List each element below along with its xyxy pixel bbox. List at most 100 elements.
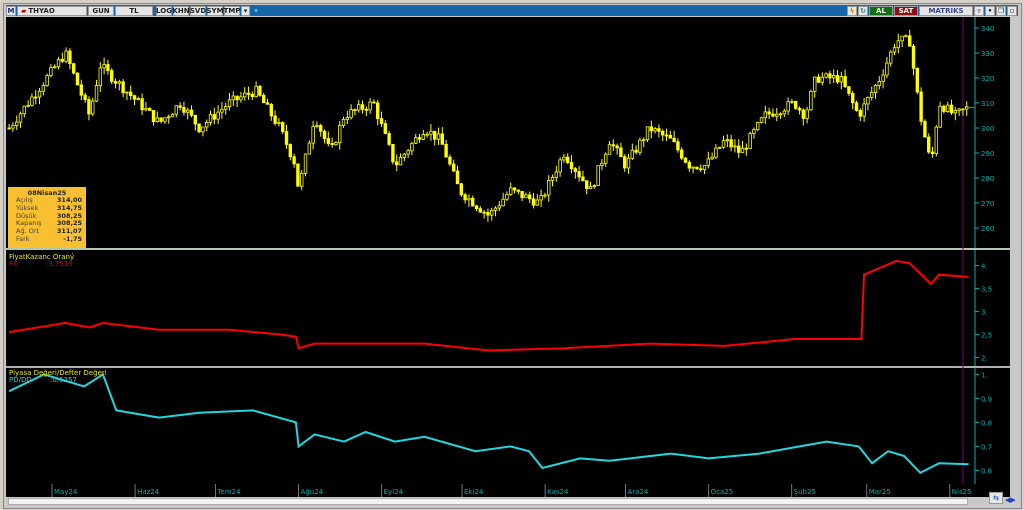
candle bbox=[493, 206, 498, 217]
candle bbox=[319, 123, 323, 137]
sell-button[interactable]: SAT bbox=[894, 5, 918, 16]
candle bbox=[702, 164, 707, 175]
candle bbox=[900, 35, 904, 48]
candle bbox=[691, 166, 695, 174]
y-tick-label: 1. bbox=[981, 371, 988, 379]
candle bbox=[330, 137, 334, 148]
candle bbox=[820, 72, 825, 86]
candle bbox=[957, 108, 961, 116]
candle bbox=[197, 123, 201, 134]
candle bbox=[938, 101, 942, 129]
chart-area[interactable]: 260 270 280 290 300 310 320 330 340 2. 2,5 3. 3,5 4. 0… bbox=[6, 17, 1018, 497]
candle bbox=[269, 102, 274, 121]
buy-button[interactable]: AL bbox=[869, 5, 893, 16]
candle bbox=[345, 110, 350, 125]
candle bbox=[212, 107, 217, 125]
candle bbox=[843, 69, 847, 89]
candle bbox=[186, 107, 190, 120]
candle bbox=[94, 79, 99, 103]
minimize-icon[interactable]: ▿ bbox=[974, 5, 984, 16]
candle bbox=[448, 154, 452, 167]
candle bbox=[512, 187, 517, 194]
candle bbox=[740, 140, 745, 153]
candle bbox=[649, 120, 654, 139]
candle bbox=[11, 122, 15, 132]
candle bbox=[201, 126, 205, 137]
candle bbox=[231, 91, 236, 107]
horizontal-scrollbar[interactable] bbox=[8, 498, 968, 505]
candle bbox=[539, 189, 543, 207]
candle bbox=[436, 127, 441, 145]
symbol-field[interactable]: ▰ THYAO bbox=[17, 5, 87, 16]
sync-icon[interactable]: ⇆ bbox=[989, 492, 1003, 504]
panel-background bbox=[6, 17, 1010, 248]
info-row: Kapanış 308,25 bbox=[8, 220, 86, 228]
period-button[interactable]: GUN bbox=[88, 5, 114, 16]
candle bbox=[482, 209, 486, 219]
candle bbox=[368, 98, 372, 114]
close-icon[interactable]: ▫ bbox=[1007, 5, 1017, 16]
candle bbox=[911, 43, 916, 76]
candle bbox=[144, 101, 148, 112]
candle bbox=[885, 56, 889, 79]
info-label: Düşük bbox=[16, 211, 37, 220]
candle bbox=[934, 125, 939, 157]
scroll-arrows-icon[interactable]: ◀▶ bbox=[1005, 496, 1016, 504]
candle bbox=[505, 191, 509, 201]
toolbar-button-khn[interactable]: KHN bbox=[172, 5, 190, 16]
x-axis bbox=[6, 484, 1010, 497]
info-value: 314,00 bbox=[56, 196, 82, 204]
toolbar-button-log[interactable]: LOG bbox=[156, 5, 172, 16]
refresh-icon[interactable]: ↻ bbox=[858, 5, 868, 16]
candle bbox=[250, 91, 255, 101]
x-tick-label: Eyl24 bbox=[384, 488, 404, 496]
info-row: Ağ. Ort 311,07 bbox=[8, 227, 86, 236]
candle bbox=[915, 67, 920, 95]
candle bbox=[425, 131, 429, 138]
y-tick-label: 280 bbox=[981, 175, 994, 183]
panel-background bbox=[6, 250, 1010, 366]
candle bbox=[725, 134, 730, 148]
candle bbox=[379, 111, 384, 127]
candle bbox=[334, 141, 338, 146]
candle bbox=[395, 154, 399, 172]
y-tick-label: 2,5 bbox=[981, 331, 992, 339]
currency-button[interactable]: TL bbox=[115, 5, 153, 16]
toolbar-button-sym[interactable]: SYM bbox=[206, 5, 224, 16]
candle bbox=[391, 143, 395, 165]
toolbar-button-svd[interactable]: SVD bbox=[189, 5, 207, 16]
candle bbox=[543, 192, 547, 199]
pddd-line bbox=[8, 372, 969, 475]
candle bbox=[353, 108, 357, 116]
candle bbox=[205, 119, 209, 132]
info-row: Açılış 314,00 bbox=[8, 196, 86, 205]
x-tick-label: Tem24 bbox=[216, 488, 241, 496]
candle bbox=[246, 86, 251, 100]
candle bbox=[604, 152, 608, 167]
candle bbox=[516, 189, 521, 195]
candle bbox=[942, 104, 946, 114]
lightning-icon[interactable]: ϟ bbox=[847, 5, 857, 16]
candle bbox=[79, 79, 84, 100]
candle bbox=[854, 100, 859, 112]
candle bbox=[284, 124, 289, 149]
toolbar-button-tmp[interactable]: TMP bbox=[223, 5, 241, 16]
candle bbox=[64, 47, 68, 64]
dropdown-icon[interactable]: ▾ bbox=[241, 5, 250, 16]
candle bbox=[87, 96, 91, 121]
candle bbox=[573, 166, 578, 179]
candle bbox=[699, 164, 703, 173]
panel-divider bbox=[6, 248, 1010, 250]
twitter-icon[interactable]: ✦ bbox=[251, 5, 261, 16]
candle bbox=[148, 107, 152, 111]
x-tick-label: Ara24 bbox=[628, 488, 649, 496]
candle bbox=[782, 108, 787, 118]
candle bbox=[832, 69, 836, 84]
pin-icon[interactable]: • bbox=[985, 5, 995, 16]
info-label: Fark bbox=[16, 234, 30, 243]
candle bbox=[193, 114, 198, 131]
candle bbox=[15, 115, 19, 130]
candle bbox=[22, 105, 27, 118]
restore-icon[interactable]: ❐ bbox=[996, 5, 1006, 16]
candle bbox=[531, 192, 536, 209]
